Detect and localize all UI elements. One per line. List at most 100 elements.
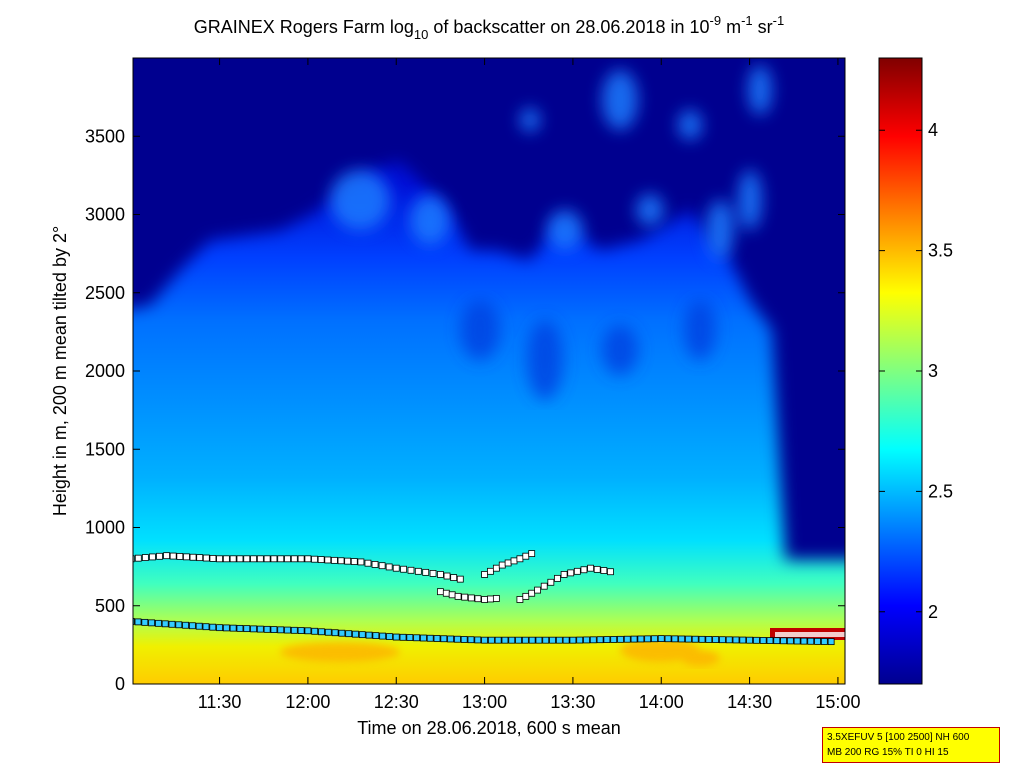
layer-point bbox=[820, 638, 828, 645]
layer-point bbox=[637, 635, 645, 643]
layer-point bbox=[304, 627, 312, 635]
layer-point bbox=[657, 635, 665, 643]
layer-point bbox=[793, 637, 801, 645]
layer-point bbox=[426, 634, 434, 642]
layer-point bbox=[379, 632, 387, 640]
layer-point bbox=[365, 631, 373, 639]
y-tick-label: 1500 bbox=[85, 439, 125, 459]
layer-point bbox=[133, 618, 135, 625]
layer-point bbox=[535, 636, 543, 644]
layer-point bbox=[371, 561, 379, 568]
layer-point bbox=[229, 624, 237, 632]
layer-point bbox=[196, 554, 204, 562]
layer-point bbox=[547, 578, 555, 586]
layer-point bbox=[133, 555, 135, 563]
layer-point bbox=[492, 564, 500, 572]
layer-point bbox=[766, 637, 774, 644]
layer-point bbox=[739, 636, 747, 644]
y-tick-label: 3500 bbox=[85, 126, 125, 146]
layer-point bbox=[350, 558, 358, 565]
layer-point bbox=[501, 636, 509, 644]
y-axis: 0 500 1000 1500 2000 2500 3000 3500 bbox=[85, 126, 845, 694]
layer-point bbox=[504, 559, 512, 567]
layer-point bbox=[600, 567, 608, 574]
layer-point bbox=[229, 555, 237, 563]
layer-point bbox=[364, 559, 372, 567]
layer-point bbox=[827, 638, 835, 646]
layer-point bbox=[461, 593, 469, 601]
x-axis-label: Time on 28.06.2018, 600 s mean bbox=[357, 718, 621, 738]
layer-point bbox=[487, 567, 494, 575]
layer-point bbox=[725, 636, 733, 644]
layer-point bbox=[691, 635, 699, 643]
layer-point bbox=[440, 635, 448, 643]
layer-point bbox=[516, 596, 524, 603]
layer-point bbox=[450, 574, 458, 581]
layer-point bbox=[422, 568, 430, 576]
layer-point bbox=[589, 636, 597, 644]
layer-point bbox=[297, 627, 305, 634]
layer-point bbox=[216, 555, 223, 563]
layer-point bbox=[189, 553, 197, 561]
layer-point bbox=[311, 555, 318, 563]
layer-point bbox=[195, 622, 203, 630]
layer-point bbox=[344, 557, 352, 565]
layer-point bbox=[352, 630, 359, 638]
layer-point bbox=[156, 552, 163, 560]
layer-point bbox=[317, 556, 325, 563]
layer-point bbox=[243, 625, 251, 633]
layer-point bbox=[555, 636, 563, 644]
x-tick-label: 14:30 bbox=[727, 692, 772, 712]
layer-point bbox=[148, 619, 156, 627]
layer-point bbox=[474, 595, 482, 603]
layer-point bbox=[413, 634, 421, 642]
layer-point bbox=[534, 586, 541, 594]
layer-point bbox=[492, 595, 500, 602]
layer-point bbox=[651, 635, 658, 643]
layer-point bbox=[263, 555, 271, 563]
layer-point bbox=[521, 636, 529, 644]
layer-point bbox=[481, 571, 488, 578]
layer-point bbox=[182, 621, 189, 629]
y-axis-label: Height in m, 200 m mean tilted by 2° bbox=[50, 226, 70, 516]
layer-point bbox=[671, 635, 679, 643]
layer-point bbox=[456, 575, 464, 583]
layer-point bbox=[494, 636, 502, 644]
layer-point bbox=[460, 636, 468, 643]
layer-point bbox=[392, 633, 400, 641]
layer-point bbox=[515, 636, 522, 644]
layer-point bbox=[236, 624, 244, 632]
layer-point bbox=[169, 552, 177, 560]
x-tick-label: 15:00 bbox=[815, 692, 860, 712]
layer-point bbox=[188, 622, 196, 630]
layer-point bbox=[573, 567, 581, 575]
x-tick-label: 13:30 bbox=[550, 692, 595, 712]
layer-point bbox=[540, 582, 548, 590]
layer-point bbox=[603, 636, 611, 643]
layer-point bbox=[437, 588, 444, 596]
layer-point bbox=[487, 636, 495, 644]
layer-point bbox=[407, 566, 415, 574]
x-axis: 11:30 12:00 12:30 13:00 13:30 14:00 14:30 15:00 bbox=[198, 58, 860, 712]
layer-point bbox=[284, 555, 291, 563]
cloud-band-core bbox=[775, 632, 845, 637]
layer-point bbox=[385, 563, 393, 571]
heatmap-area bbox=[133, 58, 845, 684]
layer-point bbox=[183, 553, 190, 561]
layer-point bbox=[318, 628, 325, 636]
layer-point bbox=[134, 554, 142, 562]
layer-point bbox=[759, 637, 767, 644]
chart-title: GRAINEX Rogers Farm log10 of backscatter… bbox=[194, 13, 784, 42]
y-tick-label: 500 bbox=[95, 596, 125, 616]
layer-point bbox=[528, 550, 536, 557]
layer-point bbox=[712, 636, 720, 643]
colorbar-tick-label: 3 bbox=[928, 361, 938, 381]
layer-point bbox=[447, 635, 455, 643]
layer-point bbox=[644, 635, 652, 643]
colorbar-tick-label: 3.5 bbox=[928, 241, 953, 261]
layer-point bbox=[161, 620, 169, 628]
layer-point bbox=[562, 636, 570, 644]
layer-point bbox=[134, 618, 142, 626]
dark-patches bbox=[460, 300, 716, 400]
layer-point bbox=[617, 635, 624, 643]
